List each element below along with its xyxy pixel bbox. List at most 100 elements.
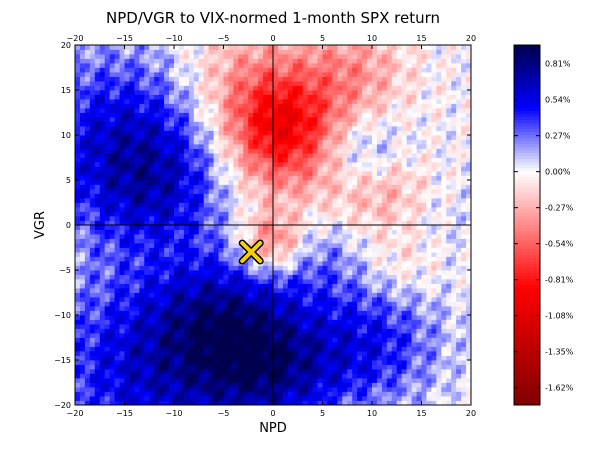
- heatmap-cell: [253, 328, 259, 334]
- heatmap-cell: [213, 72, 219, 77]
- heatmap-cell: [183, 184, 190, 190]
- heatmap-cell: [188, 121, 195, 127]
- heatmap-cell: [352, 310, 358, 316]
- heatmap-cell: [75, 67, 81, 73]
- heatmap-cell: [159, 234, 165, 239]
- heatmap-cell: [327, 364, 333, 370]
- heatmap-cell: [75, 319, 81, 325]
- heatmap-cell: [159, 387, 165, 392]
- heatmap-cell: [193, 72, 200, 77]
- heatmap-cell: [287, 207, 294, 212]
- heatmap-cell: [84, 76, 91, 82]
- heatmap-cell: [312, 351, 318, 356]
- heatmap-cell: [342, 301, 348, 307]
- heatmap-cell: [312, 283, 318, 289]
- heatmap-cell: [79, 301, 86, 307]
- heatmap-cell: [258, 153, 264, 158]
- heatmap-cell: [317, 67, 323, 73]
- heatmap-cell: [188, 373, 195, 379]
- heatmap-cell: [352, 306, 358, 311]
- heatmap-cell: [134, 171, 140, 176]
- heatmap-cell: [164, 364, 170, 370]
- heatmap-cell: [134, 207, 140, 212]
- heatmap-cell: [263, 58, 269, 64]
- heatmap-cell: [154, 288, 160, 293]
- heatmap-cell: [248, 283, 254, 289]
- heatmap-cell: [203, 72, 210, 77]
- heatmap-cell: [169, 387, 175, 392]
- heatmap-cell: [223, 144, 229, 149]
- heatmap-cell: [381, 364, 388, 370]
- heatmap-cell: [164, 306, 170, 311]
- heatmap-cell: [183, 369, 190, 374]
- heatmap-cell: [342, 306, 348, 311]
- heatmap-cell: [174, 256, 180, 262]
- heatmap-cell: [84, 171, 91, 176]
- heatmap-cell: [154, 238, 160, 244]
- heatmap-cell: [297, 148, 304, 154]
- heatmap-cell: [362, 148, 368, 154]
- heatmap-cell: [263, 202, 269, 208]
- heatmap-cell: [268, 364, 274, 370]
- heatmap-cell: [79, 135, 86, 140]
- heatmap-cell: [357, 45, 363, 50]
- heatmap-cell: [238, 373, 244, 379]
- heatmap-cell: [268, 58, 274, 64]
- heatmap-cell: [243, 234, 249, 239]
- heatmap-cell: [362, 72, 368, 77]
- heatmap-cell: [129, 297, 135, 302]
- heatmap-cell: [114, 49, 120, 55]
- heatmap-cell: [188, 382, 195, 388]
- heatmap-cell: [347, 256, 353, 262]
- heatmap-cell: [248, 207, 254, 212]
- heatmap-cell: [208, 184, 214, 190]
- heatmap-cell: [174, 270, 180, 275]
- heatmap-cell: [75, 90, 81, 95]
- heatmap-cell: [109, 76, 115, 82]
- heatmap-cell: [104, 342, 111, 347]
- heatmap-cell: [282, 333, 289, 338]
- heatmap-cell: [169, 324, 175, 329]
- heatmap-cell: [94, 382, 101, 388]
- heatmap-cell: [357, 94, 363, 100]
- heatmap-cell: [178, 198, 185, 203]
- heatmap-cell: [352, 292, 358, 298]
- heatmap-cell: [352, 180, 358, 185]
- heatmap-cell: [233, 58, 239, 64]
- heatmap-cell: [149, 387, 155, 392]
- heatmap-cell: [124, 292, 130, 298]
- heatmap-cell: [228, 139, 234, 145]
- heatmap-cell: [332, 148, 338, 154]
- heatmap-cell: [169, 373, 175, 379]
- heatmap-cell: [149, 112, 155, 118]
- heatmap-cell: [258, 189, 264, 194]
- heatmap-cell: [258, 306, 264, 311]
- heatmap-cell: [263, 198, 269, 203]
- heatmap-cell: [347, 283, 353, 289]
- heatmap-cell: [287, 310, 294, 316]
- heatmap-cell: [183, 193, 190, 199]
- heatmap-cell: [273, 355, 279, 361]
- heatmap-cell: [183, 171, 190, 176]
- heatmap-cell: [243, 378, 249, 383]
- heatmap-cell: [277, 103, 284, 109]
- heatmap-cell: [178, 135, 185, 140]
- heatmap-cell: [79, 117, 86, 122]
- heatmap-cell: [332, 216, 338, 221]
- heatmap-cell: [208, 351, 214, 356]
- heatmap-cell: [367, 67, 373, 73]
- heatmap-cell: [342, 364, 348, 370]
- heatmap-cell: [233, 157, 239, 163]
- heatmap-cell: [268, 243, 274, 248]
- heatmap-cell: [164, 360, 170, 365]
- heatmap-cell: [109, 279, 115, 284]
- heatmap-cell: [89, 252, 96, 257]
- heatmap-cell: [159, 283, 165, 289]
- heatmap-cell: [89, 76, 96, 82]
- heatmap-cell: [154, 364, 160, 370]
- heatmap-cell: [169, 315, 175, 320]
- heatmap-cell: [154, 207, 160, 212]
- heatmap-cell: [253, 126, 259, 131]
- heatmap-cell: [104, 135, 111, 140]
- heatmap-cell: [342, 310, 348, 316]
